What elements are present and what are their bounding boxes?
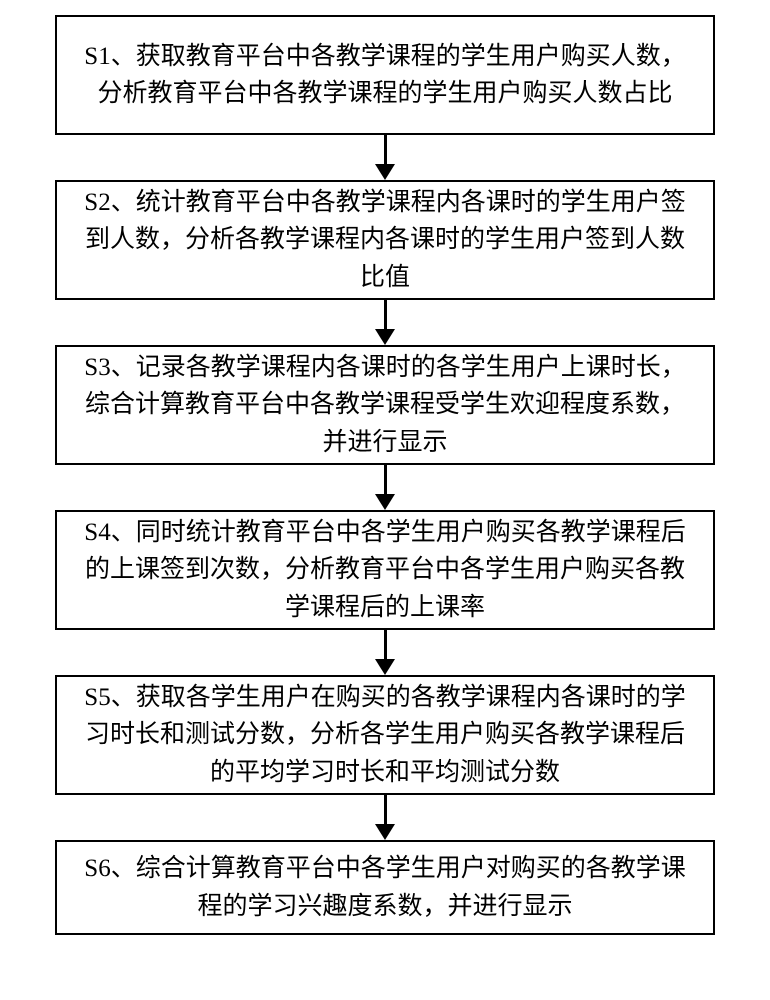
node-s3: S3、记录各教学课程内各课时的各学生用户上课时长，综合计算教育平台中各教学课程受… — [55, 345, 715, 465]
arrow-s2-s3 — [375, 300, 395, 345]
node-s1: S1、获取教育平台中各教学课程的学生用户购买人数，分析教育平台中各教学课程的学生… — [55, 15, 715, 135]
node-s5-text: S5、获取各学生用户在购买的各教学课程内各课时的学习时长和测试分数，分析各学生用… — [77, 679, 693, 792]
node-s4-text: S4、同时统计教育平台中各学生用户购买各教学课程后的上课签到次数，分析教育平台中… — [77, 514, 693, 627]
node-s2-text: S2、统计教育平台中各教学课程内各课时的学生用户签到人数，分析各教学课程内各课时… — [77, 184, 693, 297]
node-s3-text: S3、记录各教学课程内各课时的各学生用户上课时长，综合计算教育平台中各教学课程受… — [77, 349, 693, 462]
node-s4: S4、同时统计教育平台中各学生用户购买各教学课程后的上课签到次数，分析教育平台中… — [55, 510, 715, 630]
arrow-s5-s6 — [375, 795, 395, 840]
node-s6-text: S6、综合计算教育平台中各学生用户对购买的各教学课程的学习兴趣度系数，并进行显示 — [77, 850, 693, 925]
node-s5: S5、获取各学生用户在购买的各教学课程内各课时的学习时长和测试分数，分析各学生用… — [55, 675, 715, 795]
node-s6: S6、综合计算教育平台中各学生用户对购买的各教学课程的学习兴趣度系数，并进行显示 — [55, 840, 715, 935]
flowchart-container: S1、获取教育平台中各教学课程的学生用户购买人数，分析教育平台中各教学课程的学生… — [0, 0, 770, 1000]
arrow-s4-s5 — [375, 630, 395, 675]
arrow-s1-s2 — [375, 135, 395, 180]
node-s2: S2、统计教育平台中各教学课程内各课时的学生用户签到人数，分析各教学课程内各课时… — [55, 180, 715, 300]
arrow-s3-s4 — [375, 465, 395, 510]
node-s1-text: S1、获取教育平台中各教学课程的学生用户购买人数，分析教育平台中各教学课程的学生… — [77, 38, 693, 113]
